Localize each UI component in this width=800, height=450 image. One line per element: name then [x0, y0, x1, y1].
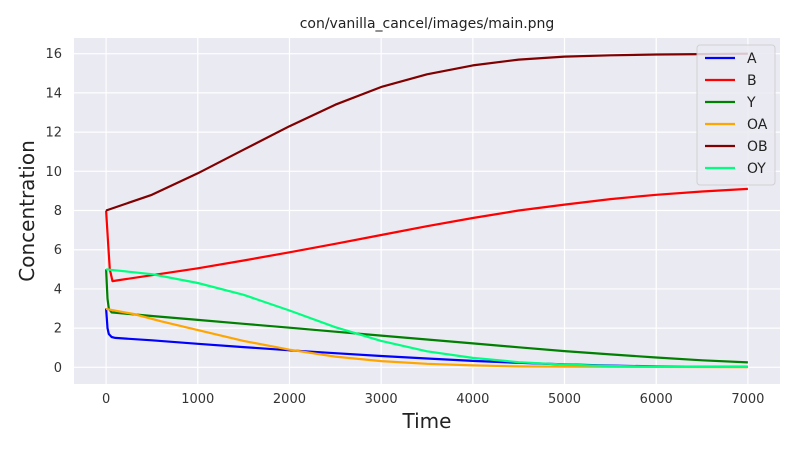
y-tick-label: 10 — [45, 165, 62, 180]
legend-label-oa: OA — [747, 117, 768, 133]
x-tick-label: 1000 — [181, 392, 214, 407]
x-tick-label: 4000 — [456, 392, 489, 407]
legend: ABY OA OB OY — [696, 44, 776, 186]
chart-title: con/vanilla_cancel/images/main.png — [300, 16, 555, 32]
x-tick-label: 6000 — [640, 392, 673, 407]
y-tick-label: 12 — [45, 126, 62, 141]
x-tick-labels: 0 1000 2000 3000 4000 5000 6000 7000 — [102, 392, 765, 407]
y-tick-label: 8 — [54, 204, 62, 219]
legend-label-ob: OB — [747, 139, 768, 155]
series-group — [105, 52, 748, 369]
legend-label-y: Y — [746, 95, 756, 111]
x-tick-label: 2000 — [273, 392, 306, 407]
legend-label-b: B — [747, 73, 757, 89]
y-tick-label: 14 — [45, 86, 62, 101]
legend-label-a: A — [747, 51, 757, 67]
series-line-b — [105, 187, 748, 283]
x-axis-label: Time — [402, 409, 452, 433]
y-tick-label: 4 — [54, 282, 62, 297]
y-axis-label: Concentration — [15, 140, 39, 281]
series-line-oa — [105, 307, 748, 369]
y-tick-labels: 0 2 4 6 8 10 12 14 16 — [45, 47, 62, 376]
y-tick-label: 0 — [54, 361, 62, 376]
x-tick-label: 0 — [102, 392, 110, 407]
legend-label-oy: OY — [747, 161, 766, 177]
x-tick-label: 7000 — [731, 392, 764, 407]
x-tick-label: 3000 — [365, 392, 398, 407]
series-line-oy — [105, 268, 748, 368]
series-line-ob — [105, 52, 748, 212]
x-tick-label: 5000 — [548, 392, 581, 407]
y-tick-label: 6 — [54, 243, 62, 258]
y-tick-label: 16 — [45, 47, 62, 62]
y-tick-label: 2 — [54, 322, 62, 337]
